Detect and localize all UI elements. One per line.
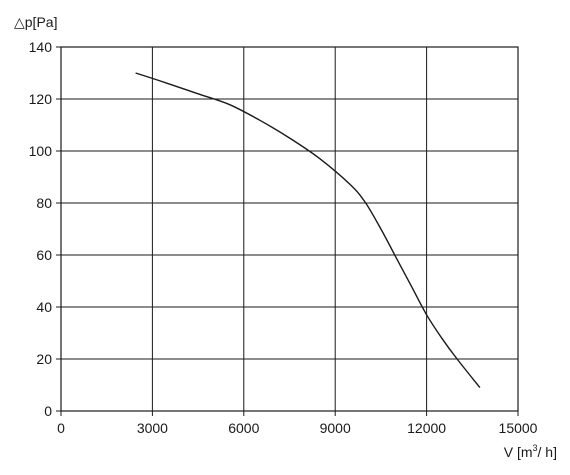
y-tick-label: 100: [29, 143, 53, 159]
x-tick-label: 6000: [228, 420, 259, 436]
x-tick-label: 12000: [407, 420, 446, 436]
y-tick-label: 40: [36, 299, 52, 315]
y-tick-label: 140: [29, 39, 53, 55]
x-axis-label-suffix: / h]: [538, 444, 557, 460]
y-tick-label: 120: [29, 91, 53, 107]
x-axis-label-prefix: V [m: [504, 444, 533, 460]
plot-frame: [60, 46, 519, 412]
y-tick-label: 20: [36, 351, 52, 367]
y-axis-label: △p[Pa]: [14, 14, 57, 30]
x-axis-label-superscript: 3: [533, 443, 538, 453]
tick-labels: 0 3000 6000 9000 12000 15000 0 20 40 60 80 100 120 14…: [29, 39, 538, 436]
x-tick-label: 3000: [137, 420, 168, 436]
grid-layer: [56, 46, 519, 416]
x-tick-label: 15000: [499, 420, 538, 436]
y-tick-label: 0: [44, 403, 52, 419]
series-layer: [135, 72, 481, 389]
y-tick-label: 60: [36, 247, 52, 263]
y-tick-label: 80: [36, 195, 52, 211]
pressure-flow-curve: [135, 72, 481, 389]
x-tick-label: 9000: [320, 420, 351, 436]
x-axis-label: V [m3/ h]: [504, 443, 557, 460]
x-tick-label: 0: [57, 420, 65, 436]
